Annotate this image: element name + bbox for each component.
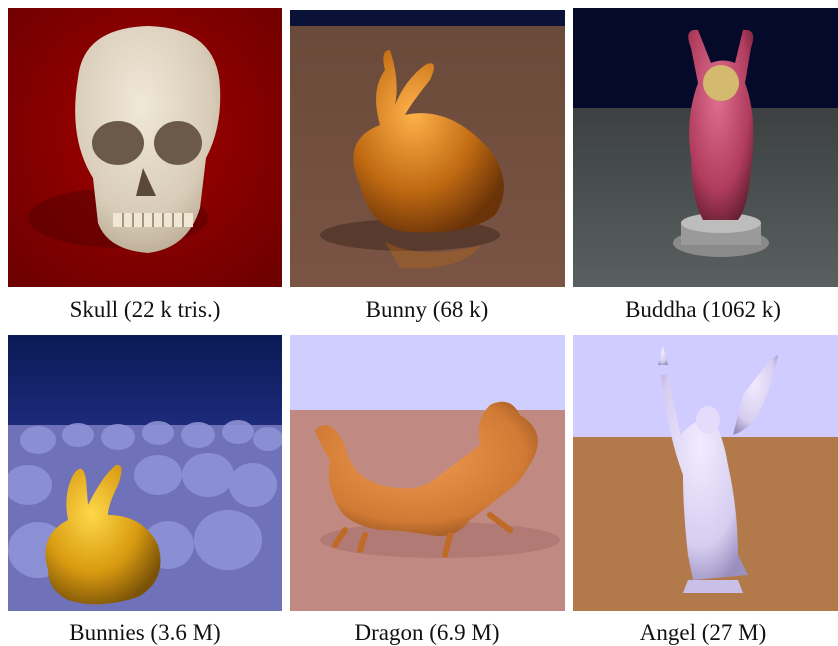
caption-bunny: Bunny (68 k) — [365, 297, 489, 322]
dragon-render — [290, 335, 565, 611]
bunny-render — [290, 10, 565, 287]
dragon-icon — [290, 335, 565, 611]
bunnies-render — [8, 335, 282, 611]
caption-angel: Angel (27 M) — [639, 620, 767, 645]
angel-statue-icon — [573, 335, 838, 611]
angel-render — [573, 335, 838, 611]
caption-dragon: Dragon (6.9 M) — [354, 620, 500, 645]
caption-buddha: Buddha (1062 k) — [625, 297, 781, 322]
bunnies-crowd-icon — [8, 335, 282, 611]
bunny-icon — [290, 10, 565, 287]
skull-icon — [8, 8, 282, 287]
buddha-render — [573, 8, 838, 287]
buddha-statue-icon — [573, 8, 838, 287]
skull-render — [8, 8, 282, 287]
caption-skull: Skull (22 k tris.) — [69, 297, 221, 322]
caption-bunnies: Bunnies (3.6 M) — [69, 620, 221, 645]
